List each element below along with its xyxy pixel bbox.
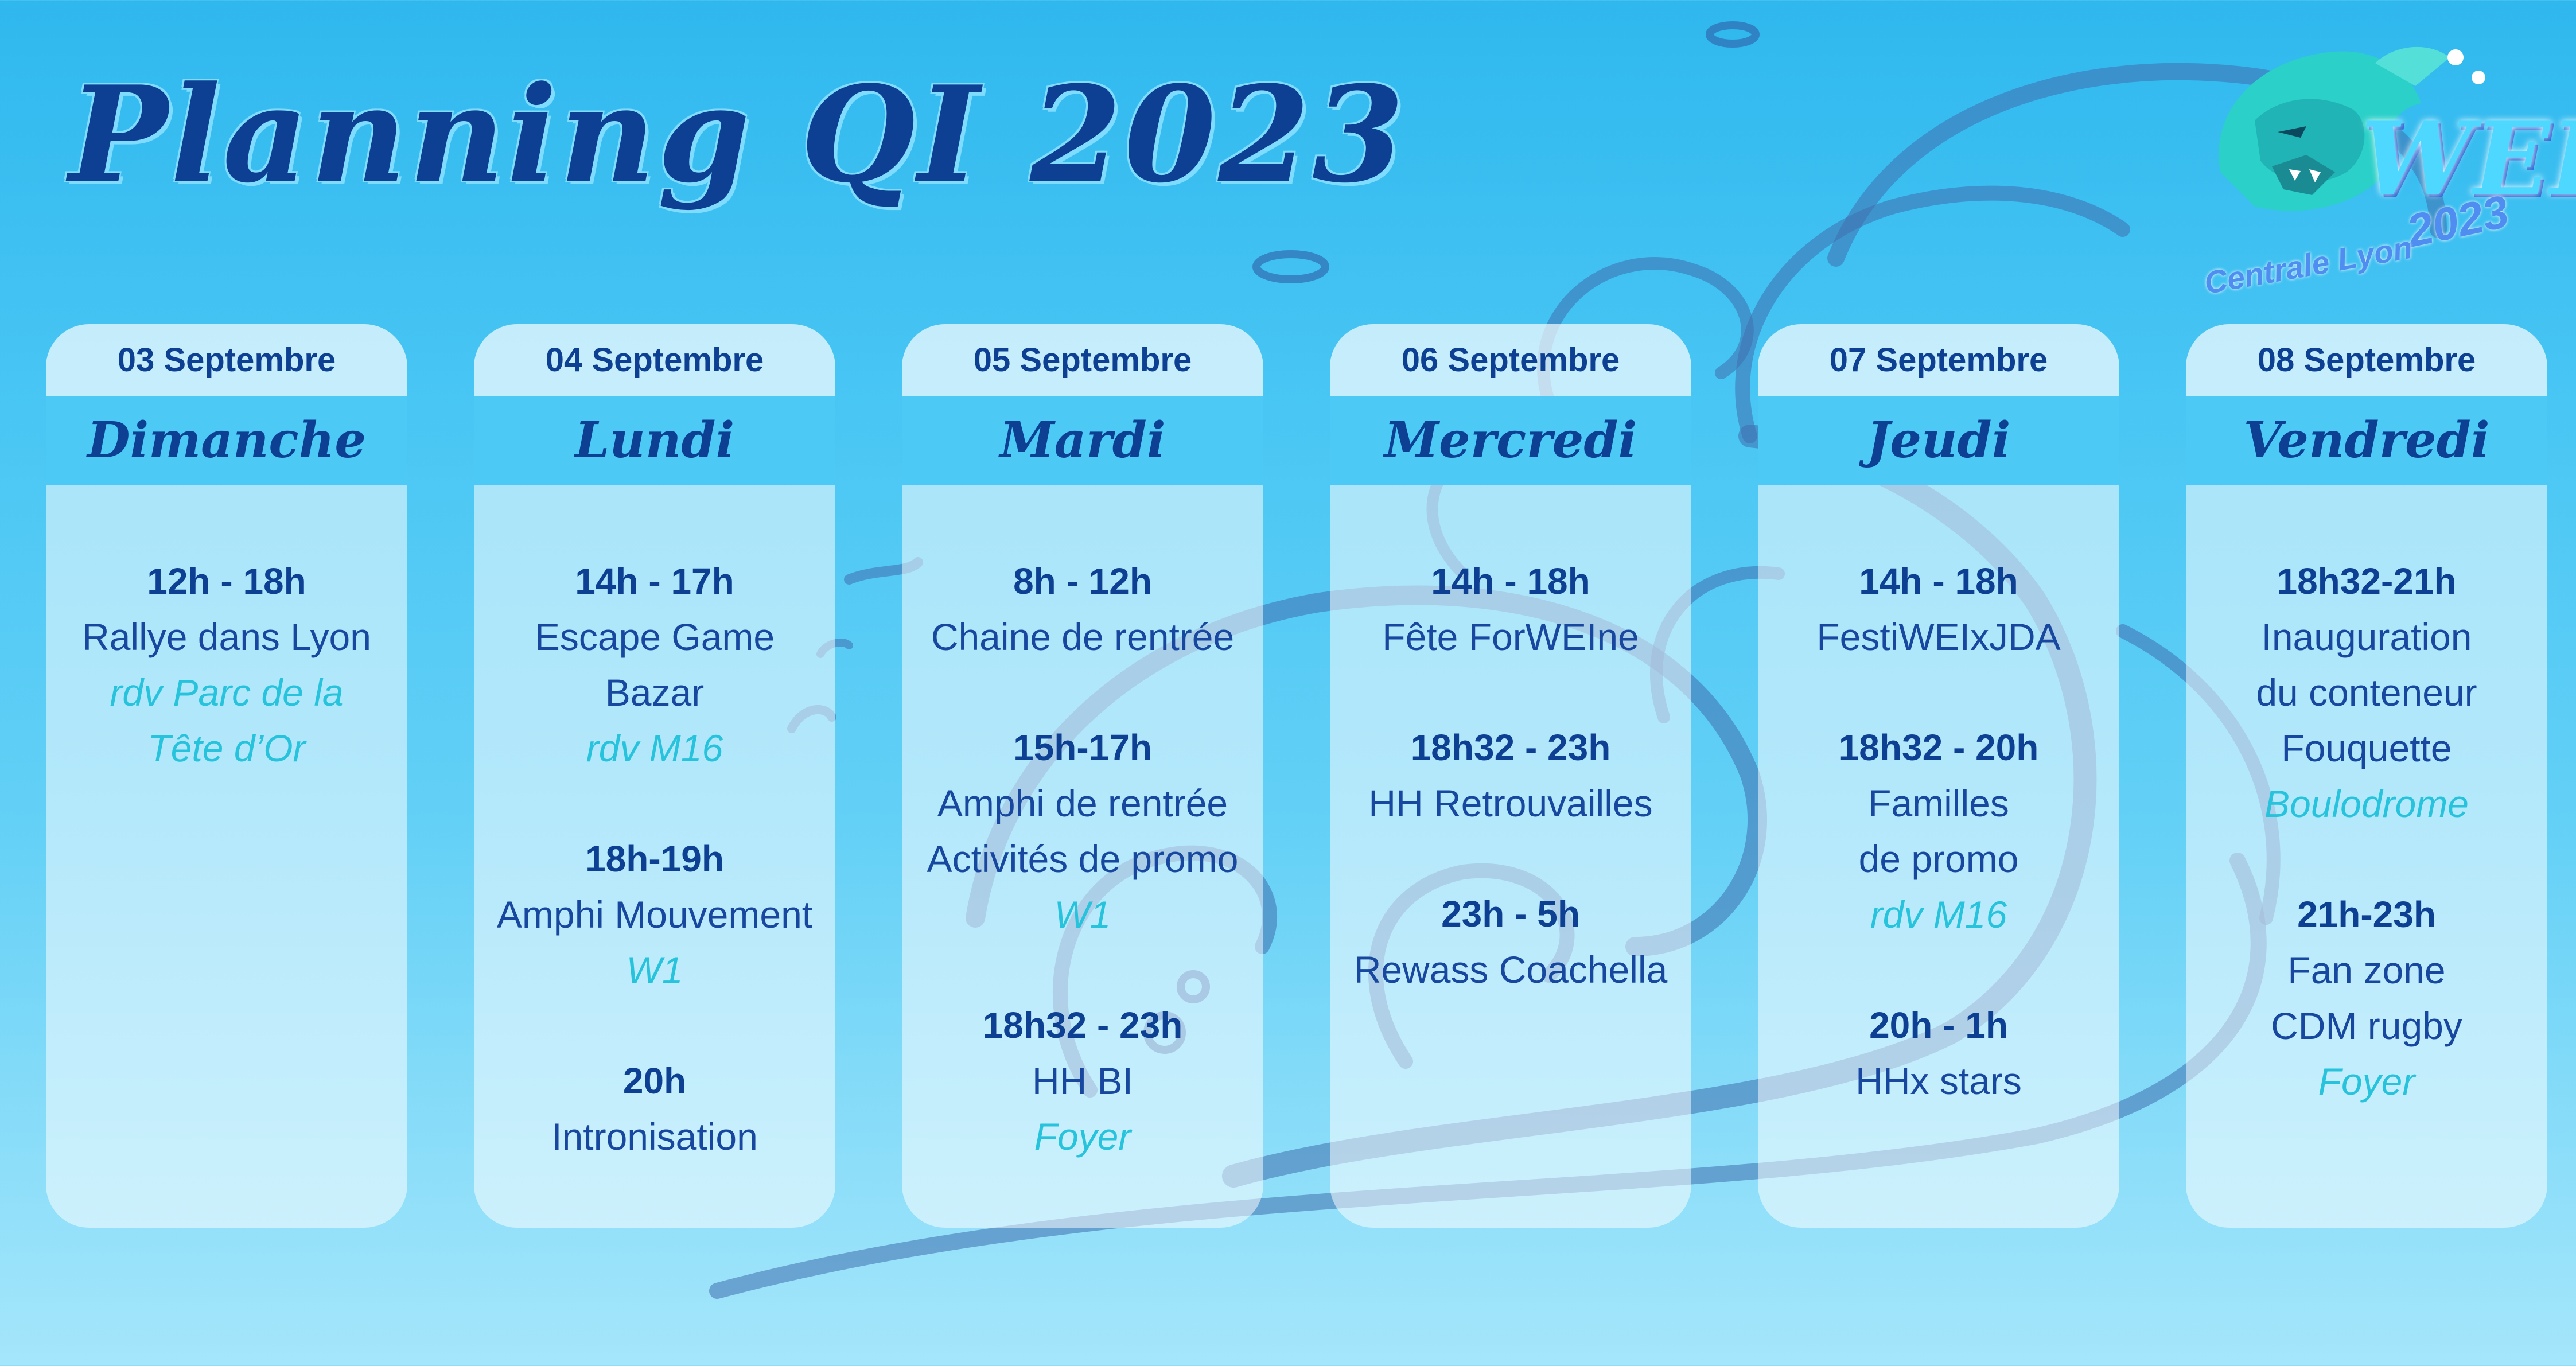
event-title: Bazar [605, 671, 705, 714]
day-name: Mardi [902, 396, 1263, 485]
event-list: 14h - 18h Fête ForWEIne 18h32 - 23h HH Retr… [1330, 485, 1691, 998]
day-name: Mercredi [1330, 396, 1691, 485]
event-title: CDM rugby [2271, 1005, 2462, 1047]
lion-icon [2219, 46, 2485, 211]
event-list: 18h32-21h Inauguration du conteneur Fouquet… [2186, 485, 2547, 1110]
event-location: Boulodrome [2264, 783, 2469, 825]
event-title: Activités de promo [927, 838, 1239, 880]
event-title: Escape Game [534, 616, 775, 658]
event-time: 20h - 1h [1869, 1005, 2008, 1046]
event-title: Amphi de rentrée [937, 782, 1228, 824]
event-item: 14h - 18h FestiWEIxJDA [1758, 554, 2119, 665]
day-date: 07 Septembre [1758, 324, 2119, 396]
event-title: Fouquette [2281, 727, 2452, 769]
event-time: 21h-23h [2297, 894, 2436, 935]
event-time: 18h-19h [585, 838, 724, 879]
event-time: 14h - 18h [1859, 561, 2018, 602]
event-location: rdv Parc de la [110, 671, 344, 714]
event-item: 15h-17h Amphi de rentrée Activités de prom… [902, 720, 1263, 943]
event-item: 12h - 18h Rallye dans Lyon rdv Parc de la T… [46, 554, 407, 776]
day-date: 05 Septembre [902, 324, 1263, 396]
event-item: 18h32 - 23h HH BI Foyer [902, 998, 1263, 1165]
event-time: 18h32 - 20h [1838, 727, 2039, 768]
event-item: 18h32 - 20h Familles de promo rdv M16 [1758, 720, 2119, 943]
event-item: 23h - 5h Rewass Coachella [1330, 886, 1691, 998]
event-title: Rewass Coachella [1353, 948, 1668, 991]
event-location: W1 [626, 949, 683, 991]
day-date: 06 Septembre [1330, 324, 1691, 396]
day-date: 03 Septembre [46, 324, 407, 396]
event-title: HH BI [1032, 1060, 1134, 1102]
day-card: 03 Septembre Dimanche 12h - 18h Rallye dans… [46, 324, 407, 1228]
event-item: 14h - 18h Fête ForWEIne [1330, 554, 1691, 665]
event-list: 14h - 17h Escape Game Bazar rdv M16 18h-19h A… [474, 485, 835, 1165]
day-card: 07 Septembre Jeudi 14h - 18h FestiWEIxJDA 18… [1758, 324, 2119, 1228]
day-name: Dimanche [46, 396, 407, 485]
wei-logo: WEI 2023 Centrale Lyon [2186, 23, 2576, 321]
event-time: 8h - 12h [1013, 561, 1152, 602]
day-name: Lundi [474, 396, 835, 485]
event-time: 14h - 17h [575, 561, 734, 602]
day-card: 06 Septembre Mercredi 14h - 18h Fête ForWEI… [1330, 324, 1691, 1228]
event-item: 8h - 12h Chaine de rentrée [902, 554, 1263, 665]
event-item: 18h32 - 23h HH Retrouvailles [1330, 720, 1691, 831]
event-time: 12h - 18h [147, 561, 306, 602]
event-list: 12h - 18h Rallye dans Lyon rdv Parc de la T… [46, 485, 407, 776]
event-title: du conteneur [2256, 671, 2477, 714]
event-list: 8h - 12h Chaine de rentrée 15h-17h Amphi de… [902, 485, 1263, 1165]
day-date: 08 Septembre [2186, 324, 2547, 396]
event-time: 18h32-21h [2277, 561, 2457, 602]
event-time: 18h32 - 23h [1410, 727, 1611, 768]
event-location: rdv M16 [586, 727, 723, 769]
day-card: 04 Septembre Lundi 14h - 17h Escape Game Baz… [474, 324, 835, 1228]
event-time: 23h - 5h [1441, 893, 1580, 935]
event-title: Familles [1868, 782, 2009, 824]
logo-wei-text: WEI [2361, 100, 2576, 218]
event-location: W1 [1054, 893, 1111, 936]
event-title: Intronisation [551, 1115, 758, 1158]
event-location: rdv M16 [1870, 893, 2007, 936]
page-title: Planning QI 2023 [69, 57, 1407, 212]
event-title: HH Retrouvailles [1368, 782, 1653, 824]
event-title: Rallye dans Lyon [82, 616, 371, 658]
event-title: FestiWEIxJDA [1816, 616, 2061, 658]
day-card: 05 Septembre Mardi 8h - 12h Chaine de rentr… [902, 324, 1263, 1228]
day-card: 08 Septembre Vendredi 18h32-21h Inauguratio… [2186, 324, 2547, 1228]
event-list: 14h - 18h FestiWEIxJDA 18h32 - 20h Familles… [1758, 485, 2119, 1109]
event-title: Fête ForWEIne [1382, 616, 1639, 658]
day-name: Vendredi [2186, 396, 2547, 485]
event-location: Foyer [1034, 1115, 1131, 1158]
event-item: 21h-23h Fan zone CDM rugby Foyer [2186, 887, 2547, 1110]
event-location: Foyer [2318, 1060, 2415, 1103]
event-title: Chaine de rentrée [931, 616, 1235, 658]
event-title: HHx stars [1855, 1060, 2022, 1102]
event-time: 20h [622, 1060, 687, 1102]
event-title: Inauguration [2261, 616, 2472, 658]
event-time: 15h-17h [1013, 727, 1152, 768]
event-item: 18h32-21h Inauguration du conteneur Fouquet… [2186, 554, 2547, 832]
event-title: Fan zone [2287, 949, 2446, 991]
day-name: Jeudi [1758, 396, 2119, 485]
event-item: 18h-19h Amphi Mouvement W1 [474, 831, 835, 998]
event-location: Tête d’Or [147, 727, 306, 769]
event-item: 20h Intronisation [474, 1053, 835, 1165]
event-title: de promo [1858, 838, 2019, 880]
event-time: 18h32 - 23h [982, 1005, 1183, 1046]
event-title: Amphi Mouvement [496, 893, 813, 936]
event-time: 14h - 18h [1431, 561, 1590, 602]
event-item: 20h - 1h HHx stars [1758, 998, 2119, 1109]
day-date: 04 Septembre [474, 324, 835, 396]
event-item: 14h - 17h Escape Game Bazar rdv M16 [474, 554, 835, 776]
